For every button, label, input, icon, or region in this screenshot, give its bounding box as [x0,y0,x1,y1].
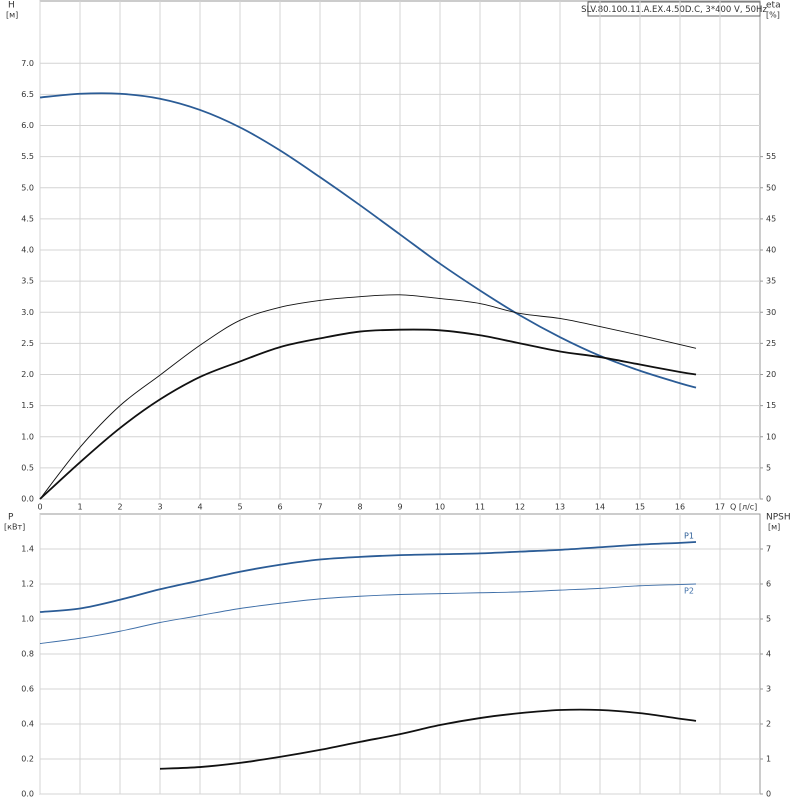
y-label: P [8,513,14,523]
y-tick-label: 1.4 [21,545,34,554]
x-tick-label: 7 [317,503,322,512]
x-tick-label: 16 [675,503,685,512]
y2-tick-label: 2 [766,720,771,729]
y2-label: NPSH [766,513,791,523]
x-tick-label: 5 [237,503,242,512]
y-tick-label: 5.5 [21,152,34,161]
y-tick-label: 0.4 [21,720,34,729]
y-tick-label: 1.5 [21,401,34,410]
y2-tick-label: 40 [766,246,776,255]
y2-tick-label: 55 [766,152,776,161]
x-tick-label: 14 [595,503,605,512]
y-tick-label: 4.5 [21,214,34,223]
y2-tick-label: 10 [766,432,776,441]
y-tick-label: 2.0 [21,370,34,379]
y2-tick-label: 25 [766,339,776,348]
y2-tick-label: 6 [766,580,771,589]
y-tick-label: 4.0 [21,246,34,255]
x-tick-label: 17 [715,503,725,512]
y-unit: [кВт] [4,523,25,532]
y-tick-label: 6.5 [21,90,34,99]
x-tick-label: 0 [37,503,42,512]
y-tick-label: 3.5 [21,277,34,286]
x-tick-label: 2 [117,503,122,512]
curve [39,328,697,500]
x-tick-label: 1 [77,503,82,512]
y-tick-label: 0.5 [21,463,34,472]
x-tick-label: 11 [475,503,485,512]
curve [39,541,697,613]
y2-tick-label: 15 [766,401,776,410]
series-label: P1 [684,532,694,541]
y2-unit: [%] [766,11,780,20]
x-tick-label: 3 [157,503,162,512]
chart-title: SLV.80.100.11.A.EX.4.50D.C, 3*400 V, 50H… [581,5,767,15]
y-tick-label: 0.2 [21,755,34,764]
y2-tick-label: 4 [766,650,771,659]
y2-tick-label: 45 [766,214,776,223]
y2-tick-label: 1 [766,755,771,764]
y-tick-label: 0.8 [21,650,34,659]
y-label: H [8,1,15,11]
x-tick-label: 9 [397,503,402,512]
y2-tick-label: 35 [766,277,776,286]
y-tick-label: 1.0 [21,432,34,441]
y-tick-label: 6.0 [21,121,34,130]
y2-tick-label: 30 [766,308,776,317]
x-label: Q [л/с] [730,503,757,512]
x-tick-label: 13 [555,503,565,512]
curve [39,583,697,644]
y-tick-label: 3.0 [21,308,34,317]
y2-tick-label: 5 [766,463,771,472]
y2-tick-label: 0 [766,790,771,799]
y-tick-label: 1.2 [21,580,34,589]
curve [159,708,697,770]
y-tick-label: 0.0 [21,790,34,799]
y-tick-label: 7.0 [21,59,34,68]
y-unit: [м] [6,11,18,20]
x-tick-label: 4 [197,503,202,512]
y2-tick-label: 50 [766,183,776,192]
y2-tick-label: 3 [766,685,771,694]
y2-tick-label: 20 [766,370,776,379]
y2-tick-label: 5 [766,615,771,624]
y2-tick-label: 0 [766,495,771,504]
x-tick-label: 8 [357,503,362,512]
y-tick-label: 1.0 [21,615,34,624]
y-tick-label: 0.6 [21,685,34,694]
y2-unit: [м] [768,523,780,532]
y-tick-label: 2.5 [21,339,34,348]
y-tick-label: 0.0 [21,495,34,504]
x-tick-label: 15 [635,503,645,512]
title-box [587,1,761,17]
y-tick-label: 5.0 [21,183,34,192]
x-tick-label: 10 [435,503,445,512]
y2-label: eta [766,1,781,11]
x-tick-label: 12 [515,503,525,512]
x-tick-label: 6 [277,503,282,512]
y2-tick-label: 7 [766,545,771,554]
curve [39,294,697,500]
series-label: P2 [684,587,694,596]
